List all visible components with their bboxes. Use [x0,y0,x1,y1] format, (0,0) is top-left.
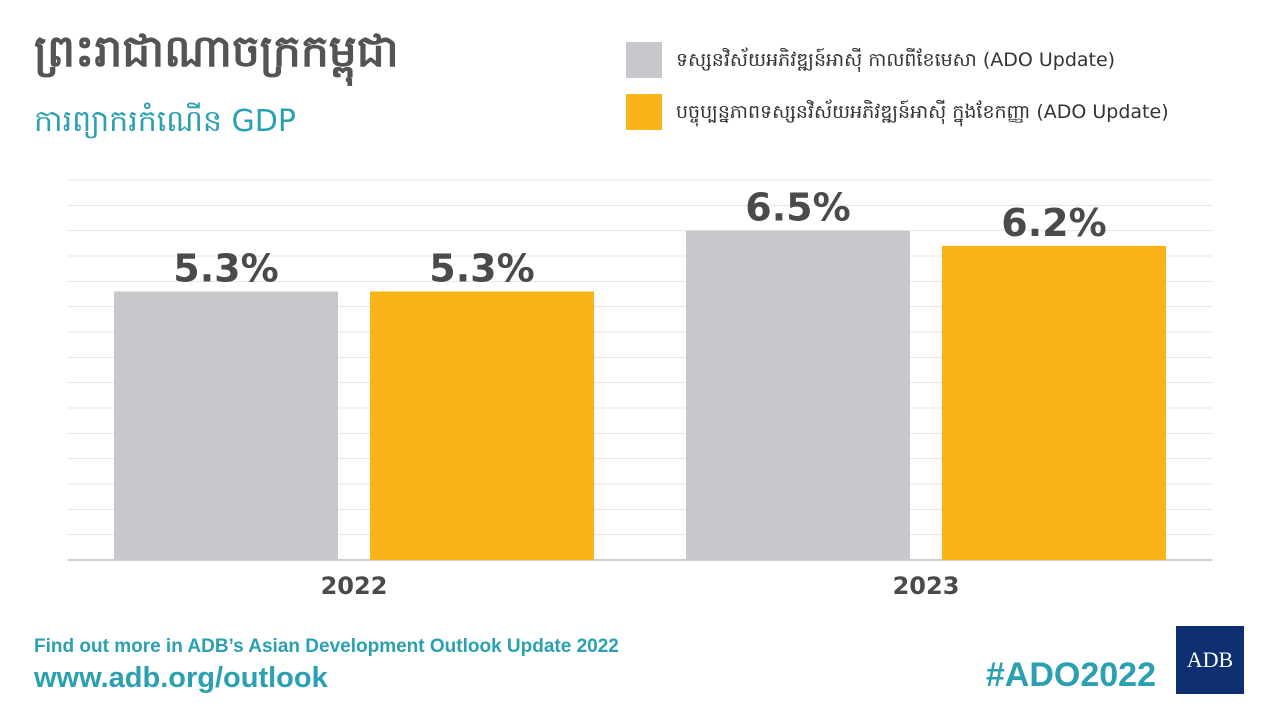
legend-label-september: បច្ចុប្បន្នភាពទស្សនវិស័យអភិវឌ្ឍន៍អាស៊ី ក… [676,101,1169,123]
footer-url-link[interactable]: www.adb.org/outlook [34,662,328,694]
hashtag: #ADO2022 [985,656,1156,694]
data-label-2023-series-1: 6.5% [745,186,850,230]
data-label-2022-series-1: 5.3% [173,246,278,290]
chart-x-ticks: 2022 2023 [321,572,960,600]
data-label-2023-series-2: 6.2% [1001,201,1106,245]
chart-title: ព្រះរាជាណាចក្រកម្ពុជា [34,26,399,77]
bar-2022-series-2 [370,291,594,560]
chart-subtitle: ការព្យាករកំណើន GDP [34,104,296,139]
x-tick-label-2022: 2022 [321,572,388,600]
chart-data-labels: 5.3% 5.3% 6.5% 6.2% [173,186,1106,291]
legend-label-april: ទស្សនវិស័យអភិវឌ្ឍន៍អាស៊ី កាលពីខែមេសា (AD… [676,49,1116,71]
bar-2023-series-2 [942,245,1166,560]
bar-2023-series-1 [686,230,910,560]
adb-logo: ADB [1176,626,1244,694]
legend-swatch-gray [626,42,662,78]
data-label-2022-series-2: 5.3% [429,246,534,290]
legend-swatch-yellow [626,94,662,130]
bar-2022-series-1 [114,291,338,560]
footer-info-text: Find out more in ADB’s Asian Development… [34,636,619,657]
x-tick-label-2023: 2023 [893,572,960,600]
chart-bars [114,230,1166,560]
